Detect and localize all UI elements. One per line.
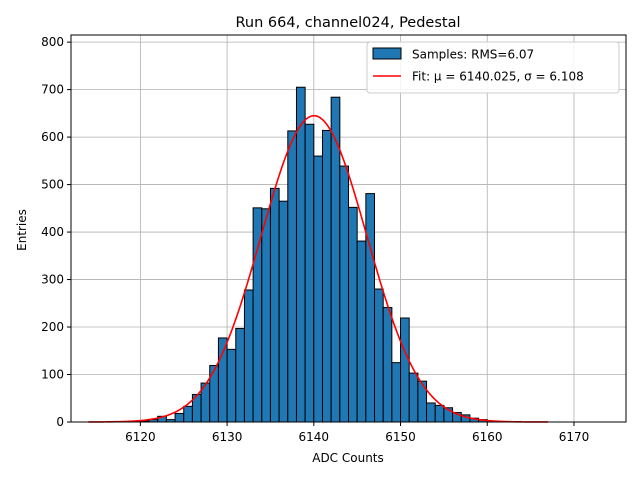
histogram-bar-6136 <box>278 200 289 423</box>
y-tick-label-8: 800 <box>41 35 64 49</box>
histogram-bar-6135 <box>269 187 280 423</box>
x-tick-label-4: 6160 <box>472 430 503 444</box>
histogram-bar-6151 <box>408 372 419 423</box>
y-tick-label-0: 0 <box>56 415 64 429</box>
histogram-bar-6144 <box>348 206 358 423</box>
histogram-bar-6124 <box>174 412 185 423</box>
y-tick-label-7: 700 <box>41 83 64 97</box>
histogram-bar-6148 <box>382 307 393 423</box>
y-tick-label-5: 500 <box>41 178 64 192</box>
y-tick-label-6: 600 <box>41 130 64 144</box>
histogram-bar-6153 <box>426 402 436 423</box>
legend-label-samples: Samples: RMS=6.07 <box>412 48 534 62</box>
histogram-bar-6138 <box>295 86 306 423</box>
x-axis-ticks: 6120 6130 6140 6150 6160 6170 <box>125 422 589 444</box>
gaussian-fit-line <box>88 114 548 423</box>
histogram-bar-6140 <box>313 155 323 423</box>
x-tick-label-5: 6170 <box>559 430 590 444</box>
histogram-bar-6139 <box>304 123 315 423</box>
histogram-bar-6125 <box>183 405 193 423</box>
histogram-bar-6154 <box>434 404 445 423</box>
histogram-bar-6134 <box>261 208 271 423</box>
histogram-bar-6130 <box>226 348 237 423</box>
histogram-bar-6141 <box>321 129 332 423</box>
legend: Samples: RMS=6.07 Fit: μ = 6140.025, σ =… <box>366 41 620 94</box>
histogram-bar-6132 <box>243 289 254 423</box>
y-tick-label-3: 300 <box>41 273 64 287</box>
y-tick-label-2: 200 <box>41 320 64 334</box>
y-tick-label-4: 400 <box>41 225 64 239</box>
y-axis-label: Entries <box>15 209 29 251</box>
x-axis-label: ADC Counts <box>312 451 384 465</box>
histogram-bar-6150 <box>400 317 410 423</box>
legend-label-fit: Fit: μ = 6140.025, σ = 6.108 <box>412 70 584 84</box>
x-tick-label-2: 6140 <box>299 430 330 444</box>
x-tick-label-1: 6130 <box>212 430 243 444</box>
histogram-bar-6149 <box>391 362 402 423</box>
legend-swatch-samples <box>372 47 402 60</box>
histogram-bar-6131 <box>235 327 245 423</box>
legend-box <box>366 41 620 94</box>
histogram-bar-6147 <box>374 288 384 423</box>
chart-title: Run 664, channel024, Pedestal <box>235 15 460 31</box>
histogram-bar-6146 <box>365 193 376 423</box>
x-tick-label-0: 6120 <box>125 430 156 444</box>
histogram-bar-6137 <box>287 130 297 423</box>
histogram-bar-6145 <box>356 240 367 423</box>
histogram-bar-6128 <box>209 364 219 423</box>
histogram-bars <box>139 86 488 423</box>
y-tick-label-1: 100 <box>41 368 64 382</box>
x-tick-label-3: 6150 <box>385 430 416 444</box>
y-axis-ticks: 0 100 200 300 400 500 600 700 800 <box>41 35 71 429</box>
histogram-bar-6129 <box>217 337 228 423</box>
plot-frame <box>70 34 627 423</box>
histogram-bar-6143 <box>339 165 349 423</box>
